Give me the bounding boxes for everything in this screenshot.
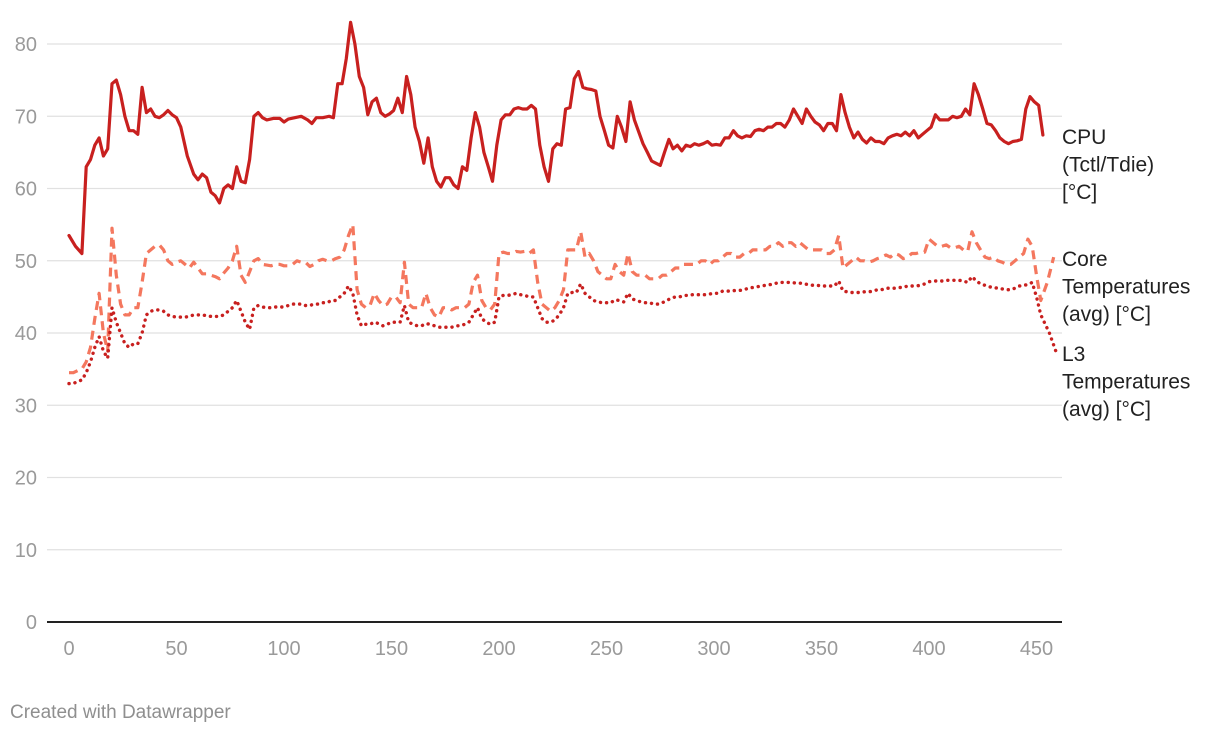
x-tick-label: 200 — [482, 638, 515, 660]
series-label-line: L3 — [1062, 343, 1085, 366]
y-tick-label: 10 — [15, 540, 37, 562]
x-axis-ticks: 0 50 100 150 200 250 300 350 400 450 — [63, 638, 1053, 660]
x-tick-label: 400 — [912, 638, 945, 660]
datawrapper-credit: Created with Datawrapper — [10, 702, 231, 723]
y-tick-label: 80 — [15, 34, 37, 56]
x-tick-label: 350 — [805, 638, 838, 660]
series-labels: CPU (Tctl/Tdie) [°C] Core Temperatures (avg) … — [1062, 126, 1190, 421]
series-label-line: (avg) [°C] — [1062, 303, 1151, 326]
series-lines — [67, 20, 1058, 386]
x-tick-label: 450 — [1020, 638, 1053, 660]
y-tick-label: 0 — [26, 612, 37, 634]
series-label-line: Temperatures — [1062, 276, 1190, 299]
y-tick-label: 20 — [15, 468, 37, 490]
series-label-line: Core — [1062, 248, 1108, 271]
x-tick-label: 50 — [165, 638, 187, 660]
x-tick-label: 300 — [697, 638, 730, 660]
series-line-l3 — [67, 274, 1058, 386]
series-line-core — [69, 223, 1056, 375]
y-tick-label: 30 — [15, 395, 37, 417]
series-label-line: CPU — [1062, 126, 1106, 149]
y-axis-ticks: 0 10 20 30 40 50 60 70 80 — [15, 34, 37, 634]
x-tick-label: 0 — [63, 638, 74, 660]
y-tick-label: 60 — [15, 179, 37, 201]
series-line-cpu — [67, 20, 1045, 256]
series-label-line: Temperatures — [1062, 371, 1190, 394]
y-tick-label: 70 — [15, 106, 37, 128]
series-label-line: (Tctl/Tdie) — [1062, 154, 1154, 177]
y-tick-label: 40 — [15, 323, 37, 345]
gridlines — [47, 43, 1062, 551]
series-label-line: (avg) [°C] — [1062, 398, 1151, 421]
x-tick-label: 250 — [590, 638, 623, 660]
x-tick-label: 100 — [267, 638, 300, 660]
series-label-line: [°C] — [1062, 181, 1097, 204]
x-tick-label: 150 — [375, 638, 408, 660]
y-tick-label: 50 — [15, 251, 37, 273]
